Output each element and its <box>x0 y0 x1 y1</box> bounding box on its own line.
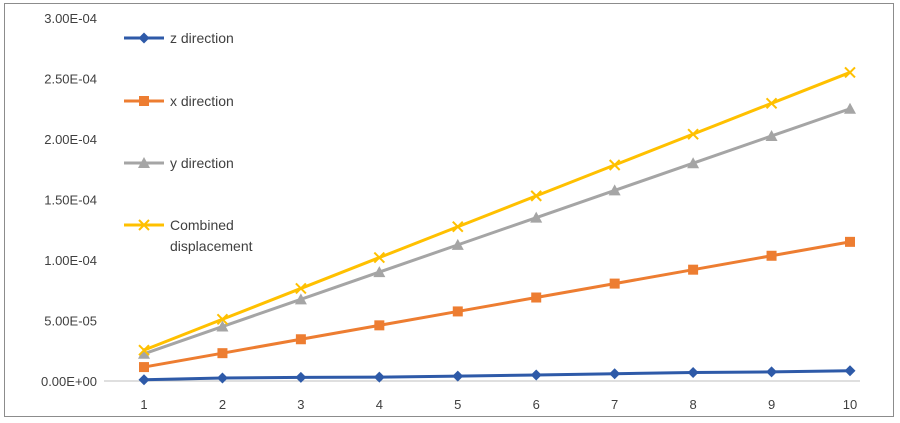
series-line-combined-displacement <box>143 71 851 352</box>
series-x-direction <box>139 236 855 373</box>
data-point-z-direction <box>373 371 385 383</box>
y-tick-label: 2.50E-04 <box>44 72 97 87</box>
y-tick-label: 2.00E-04 <box>44 132 97 147</box>
data-point-z-direction <box>216 372 228 384</box>
data-point-combined-displacement <box>687 128 699 140</box>
data-point-x-direction <box>766 250 777 261</box>
x-tick-label: 9 <box>768 397 775 412</box>
data-point-y-direction <box>373 266 386 278</box>
data-point-y-direction <box>608 184 621 196</box>
data-point-combined-displacement <box>295 282 307 295</box>
data-point-combined-displacement <box>765 97 778 110</box>
series-line-y-direction <box>143 107 851 356</box>
legend-label: Combined displacement <box>170 217 253 254</box>
legend-item-z-direction: z direction <box>124 30 234 46</box>
x-tick-label: 8 <box>689 397 696 412</box>
data-point-z-direction <box>295 371 307 383</box>
series-line-z-direction <box>143 369 851 382</box>
legend-item-x-direction: x direction <box>124 93 234 109</box>
x-tick-label: 7 <box>611 397 618 412</box>
legend-marker-y-direction <box>138 157 150 168</box>
x-tick-label: 1 <box>140 397 147 412</box>
series-y-direction <box>138 102 856 359</box>
data-point-x-direction <box>845 236 855 247</box>
x-tick-label: 6 <box>533 397 540 412</box>
y-axis-tick-labels: 0.00E+00 5.00E-05 1.00E-04 1.50E-04 2.00E-04… <box>41 11 97 389</box>
data-point-combined-displacement <box>216 313 229 325</box>
legend-marker-x-direction <box>139 96 149 106</box>
data-point-x-direction <box>374 320 385 331</box>
data-point-combined-displacement <box>608 159 621 171</box>
data-point-z-direction <box>452 370 464 382</box>
y-tick-label: 3.00E-04 <box>44 11 97 26</box>
data-point-y-direction <box>530 211 543 223</box>
data-point-y-direction <box>451 238 464 250</box>
legend-item-combined-displacement: Combined displacement <box>124 217 253 254</box>
data-point-combined-displacement <box>844 66 856 79</box>
legend-item-y-direction: y direction <box>124 155 234 171</box>
data-point-x-direction <box>295 334 306 345</box>
data-point-x-direction <box>609 278 620 289</box>
x-tick-label: 5 <box>454 397 461 412</box>
legend-marker-z-direction <box>138 32 150 44</box>
data-point-x-direction <box>217 348 228 359</box>
x-tick-label: 2 <box>219 397 226 412</box>
data-point-y-direction <box>844 102 856 114</box>
data-point-z-direction <box>138 374 150 386</box>
series-layer <box>138 66 856 386</box>
data-point-combined-displacement <box>138 344 150 356</box>
data-point-z-direction <box>766 366 778 378</box>
legend-marker-combined-displacement <box>138 219 150 231</box>
data-point-combined-displacement <box>373 251 386 264</box>
data-point-y-direction <box>138 347 150 359</box>
legend-label: y direction <box>170 155 234 171</box>
data-point-y-direction <box>765 129 778 141</box>
series-z-direction <box>138 365 856 386</box>
x-tick-label: 3 <box>297 397 304 412</box>
data-point-y-direction <box>687 157 700 169</box>
legend: z direction x direction y direction Combine… <box>124 30 253 254</box>
legend-label: x direction <box>170 93 234 109</box>
x-tick-label: 4 <box>376 397 383 412</box>
series-line-x-direction <box>143 240 851 369</box>
data-point-x-direction <box>452 306 463 317</box>
data-point-combined-displacement <box>452 221 464 233</box>
data-point-z-direction <box>687 367 699 379</box>
data-point-combined-displacement <box>530 190 542 202</box>
x-axis-tick-labels: 1 2 3 4 5 6 7 8 9 10 <box>140 397 857 412</box>
data-point-z-direction <box>609 368 621 380</box>
data-point-y-direction <box>294 293 307 305</box>
data-point-x-direction <box>688 264 699 275</box>
y-tick-label: 1.50E-04 <box>44 193 97 208</box>
y-tick-label: 1.00E-04 <box>44 253 97 268</box>
data-point-x-direction <box>139 362 149 373</box>
y-tick-label: 5.00E-05 <box>44 314 97 329</box>
y-tick-label: 0.00E+00 <box>41 374 97 389</box>
data-point-x-direction <box>531 292 542 303</box>
data-point-y-direction <box>216 320 229 332</box>
data-point-z-direction <box>844 365 856 377</box>
legend-label: z direction <box>170 30 234 46</box>
series-combined-displacement <box>138 66 856 356</box>
data-point-z-direction <box>530 369 542 381</box>
x-tick-label: 10 <box>843 397 857 412</box>
